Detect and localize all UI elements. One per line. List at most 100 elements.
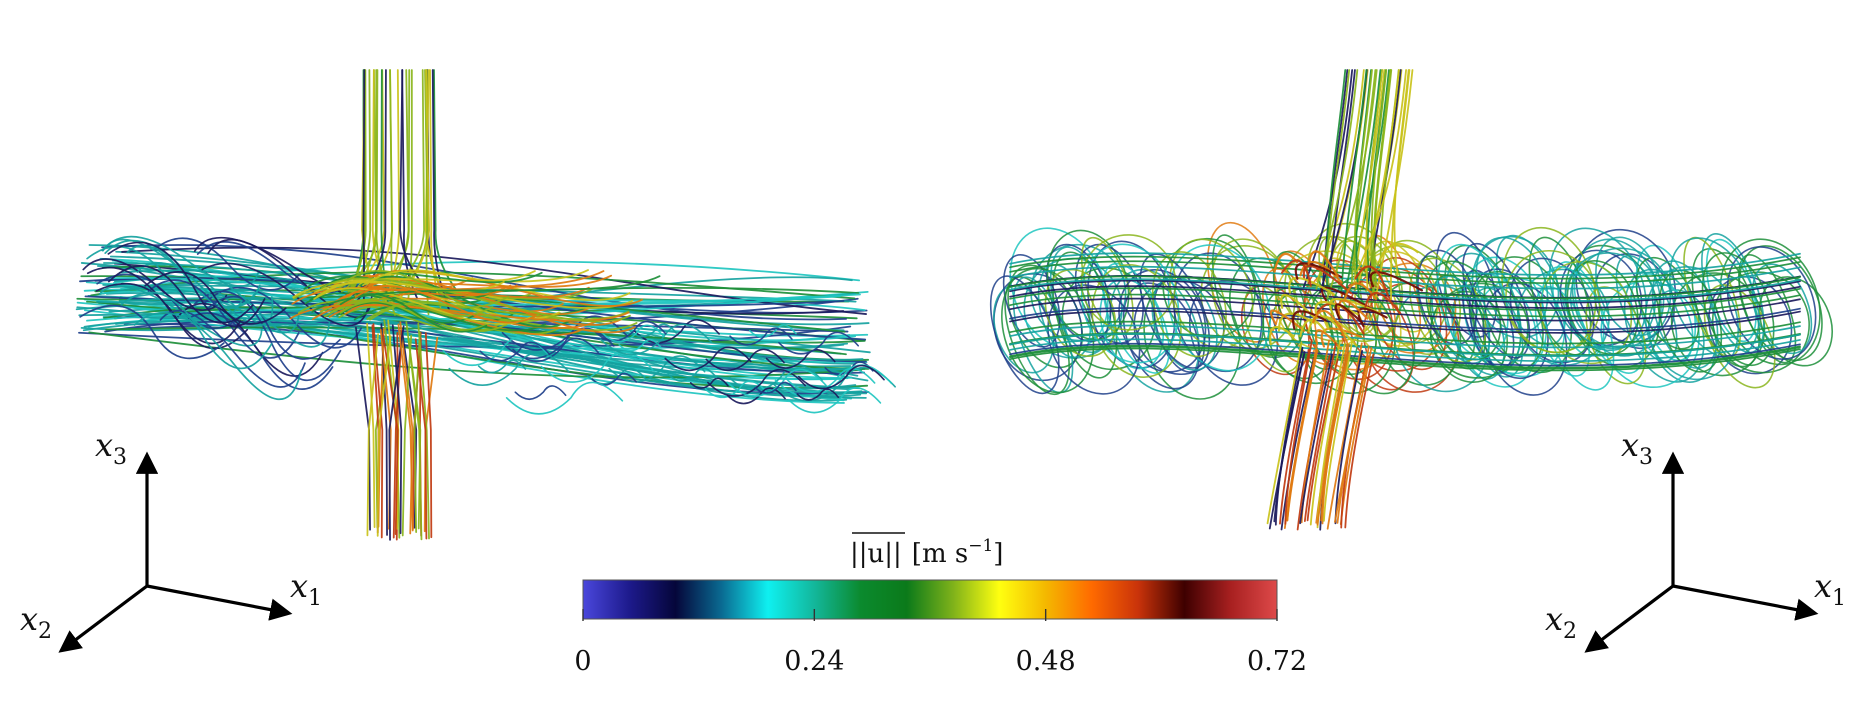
streamline bbox=[1719, 238, 1821, 366]
streamline bbox=[105, 277, 857, 342]
streamline bbox=[1009, 297, 1801, 322]
streamline bbox=[86, 266, 242, 345]
streamline bbox=[1299, 318, 1327, 338]
streamline bbox=[96, 273, 246, 329]
streamline bbox=[1009, 307, 1801, 331]
streamline bbox=[101, 235, 260, 287]
streamline bbox=[392, 330, 403, 539]
streamline bbox=[1344, 353, 1375, 529]
streamline bbox=[1350, 69, 1377, 287]
streamline bbox=[1009, 338, 1801, 363]
streamline bbox=[424, 332, 433, 539]
streamline bbox=[1334, 303, 1364, 324]
streamline bbox=[201, 262, 369, 327]
streamline bbox=[512, 337, 600, 363]
streamline bbox=[1280, 259, 1312, 287]
streamline bbox=[339, 300, 490, 331]
streamline bbox=[1316, 343, 1350, 526]
streamline bbox=[1312, 309, 1348, 343]
streamline bbox=[479, 341, 551, 362]
left-x2-label: x2 bbox=[20, 600, 52, 644]
streamline bbox=[1377, 242, 1419, 263]
streamline bbox=[1009, 345, 1801, 370]
streamline bbox=[1302, 264, 1353, 295]
colorbar-tick-label: 0.24 bbox=[784, 646, 844, 677]
streamline bbox=[1023, 257, 1123, 359]
right-x1-label: x1 bbox=[1814, 567, 1846, 611]
streamline bbox=[366, 322, 376, 528]
streamline bbox=[1268, 351, 1306, 530]
streamline bbox=[194, 290, 342, 381]
streamline bbox=[401, 334, 413, 537]
streamline bbox=[797, 364, 885, 390]
streamline bbox=[359, 275, 570, 328]
streamline bbox=[347, 269, 540, 322]
streamline bbox=[136, 262, 301, 334]
streamline bbox=[1269, 325, 1295, 346]
streamline bbox=[1307, 250, 1339, 278]
streamline bbox=[667, 367, 718, 382]
left-x1-axis-arrow bbox=[146, 584, 293, 621]
streamline bbox=[389, 69, 395, 304]
streamline bbox=[728, 364, 823, 391]
streamline bbox=[177, 302, 324, 377]
streamline bbox=[381, 69, 425, 301]
streamline bbox=[1321, 69, 1349, 290]
streamline bbox=[369, 296, 510, 321]
streamline bbox=[414, 338, 428, 540]
streamline bbox=[1279, 348, 1311, 525]
streamline bbox=[1266, 341, 1303, 525]
left-x1-label: x1 bbox=[290, 567, 322, 611]
streamline bbox=[1046, 229, 1130, 341]
streamline bbox=[689, 377, 729, 389]
streamline bbox=[1701, 252, 1775, 367]
streamline bbox=[1009, 344, 1801, 369]
streamline bbox=[196, 241, 351, 294]
streamline bbox=[1292, 310, 1327, 330]
streamline bbox=[79, 304, 225, 360]
streamline bbox=[1340, 69, 1368, 292]
streamline bbox=[748, 324, 797, 338]
streamline bbox=[1390, 69, 1411, 301]
streamline bbox=[1758, 276, 1833, 367]
streamline bbox=[1306, 358, 1339, 522]
streamline bbox=[291, 284, 518, 305]
streamline bbox=[1080, 243, 1180, 364]
streamline bbox=[1009, 275, 1801, 300]
streamline bbox=[1320, 286, 1374, 311]
streamline bbox=[1365, 69, 1383, 292]
streamline bbox=[90, 271, 856, 300]
right-streamline-plot bbox=[989, 69, 1833, 531]
streamline bbox=[366, 333, 379, 537]
streamline bbox=[362, 69, 366, 301]
streamline bbox=[448, 352, 570, 386]
streamline bbox=[664, 346, 752, 372]
streamline bbox=[1009, 287, 1801, 311]
colorbar-bar bbox=[582, 579, 1278, 620]
streamline bbox=[1354, 265, 1389, 297]
streamline bbox=[1356, 69, 1407, 273]
streamline bbox=[407, 336, 423, 541]
streamline bbox=[608, 355, 706, 383]
streamline bbox=[1337, 299, 1369, 320]
streamline bbox=[1009, 310, 1801, 334]
streamline bbox=[339, 293, 488, 333]
streamline bbox=[729, 327, 793, 346]
streamline bbox=[1328, 297, 1381, 316]
streamline bbox=[1326, 69, 1378, 299]
streamline bbox=[104, 239, 261, 307]
colorbar-tick-label: 0.72 bbox=[1247, 646, 1307, 677]
streamline bbox=[1009, 333, 1801, 357]
streamline bbox=[1364, 69, 1400, 272]
streamline bbox=[1323, 341, 1353, 522]
streamline bbox=[1376, 281, 1462, 386]
streamline bbox=[754, 381, 797, 394]
streamline bbox=[1644, 265, 1740, 381]
streamline bbox=[628, 323, 678, 338]
left-axes-triad: x3 x1 x2 bbox=[20, 426, 322, 653]
streamline bbox=[133, 311, 302, 400]
streamline bbox=[442, 336, 549, 366]
streamline bbox=[1443, 252, 1522, 376]
streamline bbox=[1294, 262, 1343, 280]
